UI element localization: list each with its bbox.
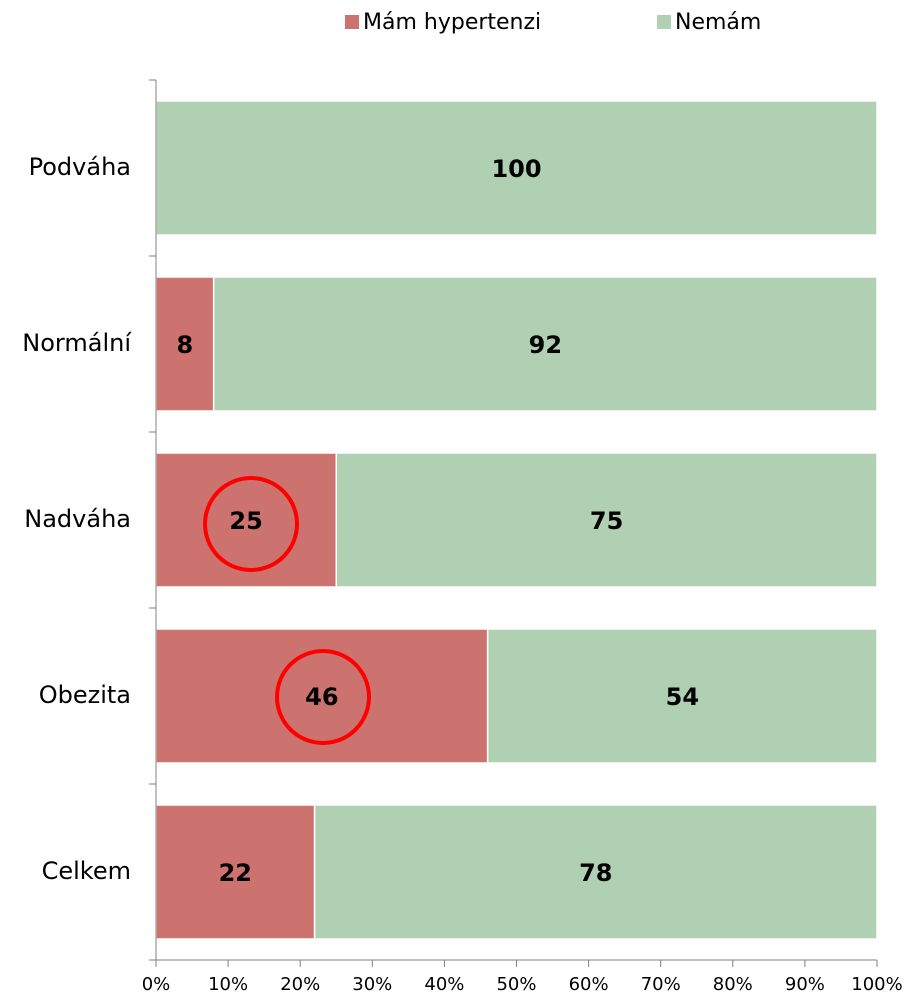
category-label: Nadváha <box>24 505 131 533</box>
x-tick-label: 80% <box>713 974 753 995</box>
x-tick-label: 20% <box>280 974 320 995</box>
x-tick-label: 50% <box>496 974 536 995</box>
x-tick-label: 0% <box>142 974 171 995</box>
bar-segment <box>212 276 878 412</box>
x-tick-label: 90% <box>785 974 825 995</box>
category-label: Celkem <box>42 857 131 885</box>
x-tick-label: 40% <box>424 974 464 995</box>
legend-swatch <box>657 15 671 29</box>
bar-segment <box>155 100 878 236</box>
legend-swatch <box>345 15 359 29</box>
category-label: Podváha <box>29 153 131 181</box>
x-tick-label: 10% <box>208 974 248 995</box>
data-label: 92 <box>529 331 562 359</box>
data-label: 54 <box>666 683 699 711</box>
category-label: Obezita <box>39 681 131 709</box>
category-label: Normální <box>22 329 132 357</box>
highlight-circle <box>275 649 371 745</box>
x-tick-label: 100% <box>851 974 902 995</box>
legend-label: Mám hypertenzi <box>363 10 541 35</box>
data-label: 25 <box>229 507 262 535</box>
data-label: 75 <box>590 507 623 535</box>
bar-segment <box>335 452 878 588</box>
bar-segment <box>155 276 215 412</box>
highlight-circle <box>203 476 299 572</box>
bar-segment <box>155 452 337 588</box>
x-tick-label: 30% <box>352 974 392 995</box>
data-label: 78 <box>579 859 612 887</box>
bar-segment <box>313 804 878 940</box>
data-label: 100 <box>491 155 541 183</box>
bar-segment <box>486 628 878 764</box>
x-tick-label: 70% <box>641 974 681 995</box>
data-label: 8 <box>176 331 193 359</box>
x-tick-label: 60% <box>569 974 609 995</box>
data-label: 46 <box>305 683 338 711</box>
data-label: 22 <box>219 859 252 887</box>
legend-label: Nemám <box>675 10 761 35</box>
